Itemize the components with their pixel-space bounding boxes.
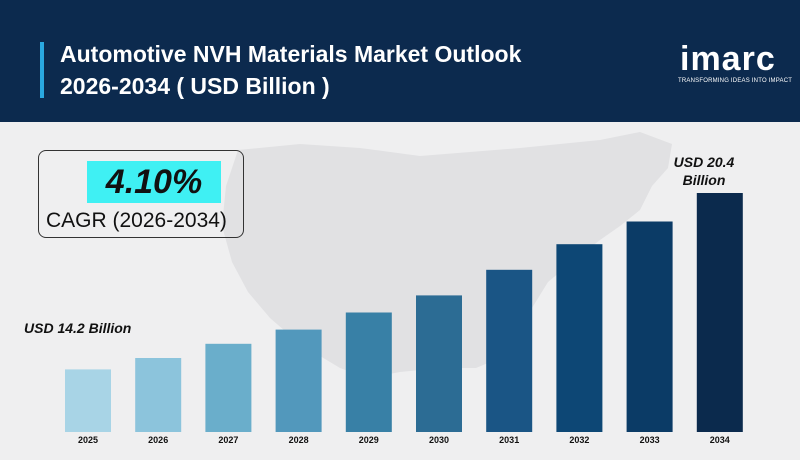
bar-2032: [556, 244, 603, 432]
cagr-label: CAGR (2026-2034): [46, 209, 227, 232]
end-value-line-1: USD 20.4: [673, 154, 735, 170]
imarc-logo: imarc TRANSFORMING IDEAS INTO IMPACT: [676, 40, 792, 90]
x-tick-label-2027: 2027: [218, 435, 238, 445]
bar-2028: [275, 329, 322, 432]
cagr-highlight: [87, 161, 221, 203]
bar-2034: [696, 193, 743, 432]
bar-2029: [345, 312, 392, 432]
x-tick-label-2028: 2028: [289, 435, 309, 445]
bar-2033: [626, 221, 673, 432]
x-tick-label-2029: 2029: [359, 435, 379, 445]
bar-2030: [416, 295, 462, 432]
x-tick-label-2033: 2033: [640, 435, 660, 445]
end-value-annotation: USD 20.4 Billion: [654, 153, 754, 189]
header-accent-bar: [40, 42, 44, 98]
end-value-line-2: Billion: [682, 172, 726, 188]
title-line-1: Automotive NVH Materials Market Outlook: [60, 41, 522, 67]
logo-wordmark: imarc: [680, 40, 776, 78]
usa-map-silhouette: [222, 132, 672, 378]
logo-tagline: TRANSFORMING IDEAS INTO IMPACT: [678, 78, 793, 84]
bar-2027: [205, 343, 252, 432]
title-line-2: 2026-2034 ( USD Billion ): [60, 73, 330, 99]
cagr-value: 4.10%: [105, 163, 203, 201]
cagr-box: 4.10% CAGR (2026-2034): [38, 150, 244, 238]
bar-2031: [486, 269, 533, 432]
page-title: Automotive NVH Materials Market Outlook …: [60, 38, 620, 102]
x-tick-label-2026: 2026: [148, 435, 168, 445]
x-tick-label-2025: 2025: [78, 435, 98, 445]
start-value-text: USD 14.2 Billion: [24, 320, 132, 336]
x-tick-label-2032: 2032: [569, 435, 589, 445]
header-banner: Automotive NVH Materials Market Outlook …: [0, 0, 800, 122]
start-value-annotation: USD 14.2 Billion: [24, 319, 131, 337]
bar-2026: [135, 358, 182, 432]
x-tick-label-2034: 2034: [710, 435, 730, 445]
x-tick-label-2031: 2031: [499, 435, 519, 445]
bar-2025: [65, 369, 111, 432]
x-tick-label-2030: 2030: [429, 435, 449, 445]
